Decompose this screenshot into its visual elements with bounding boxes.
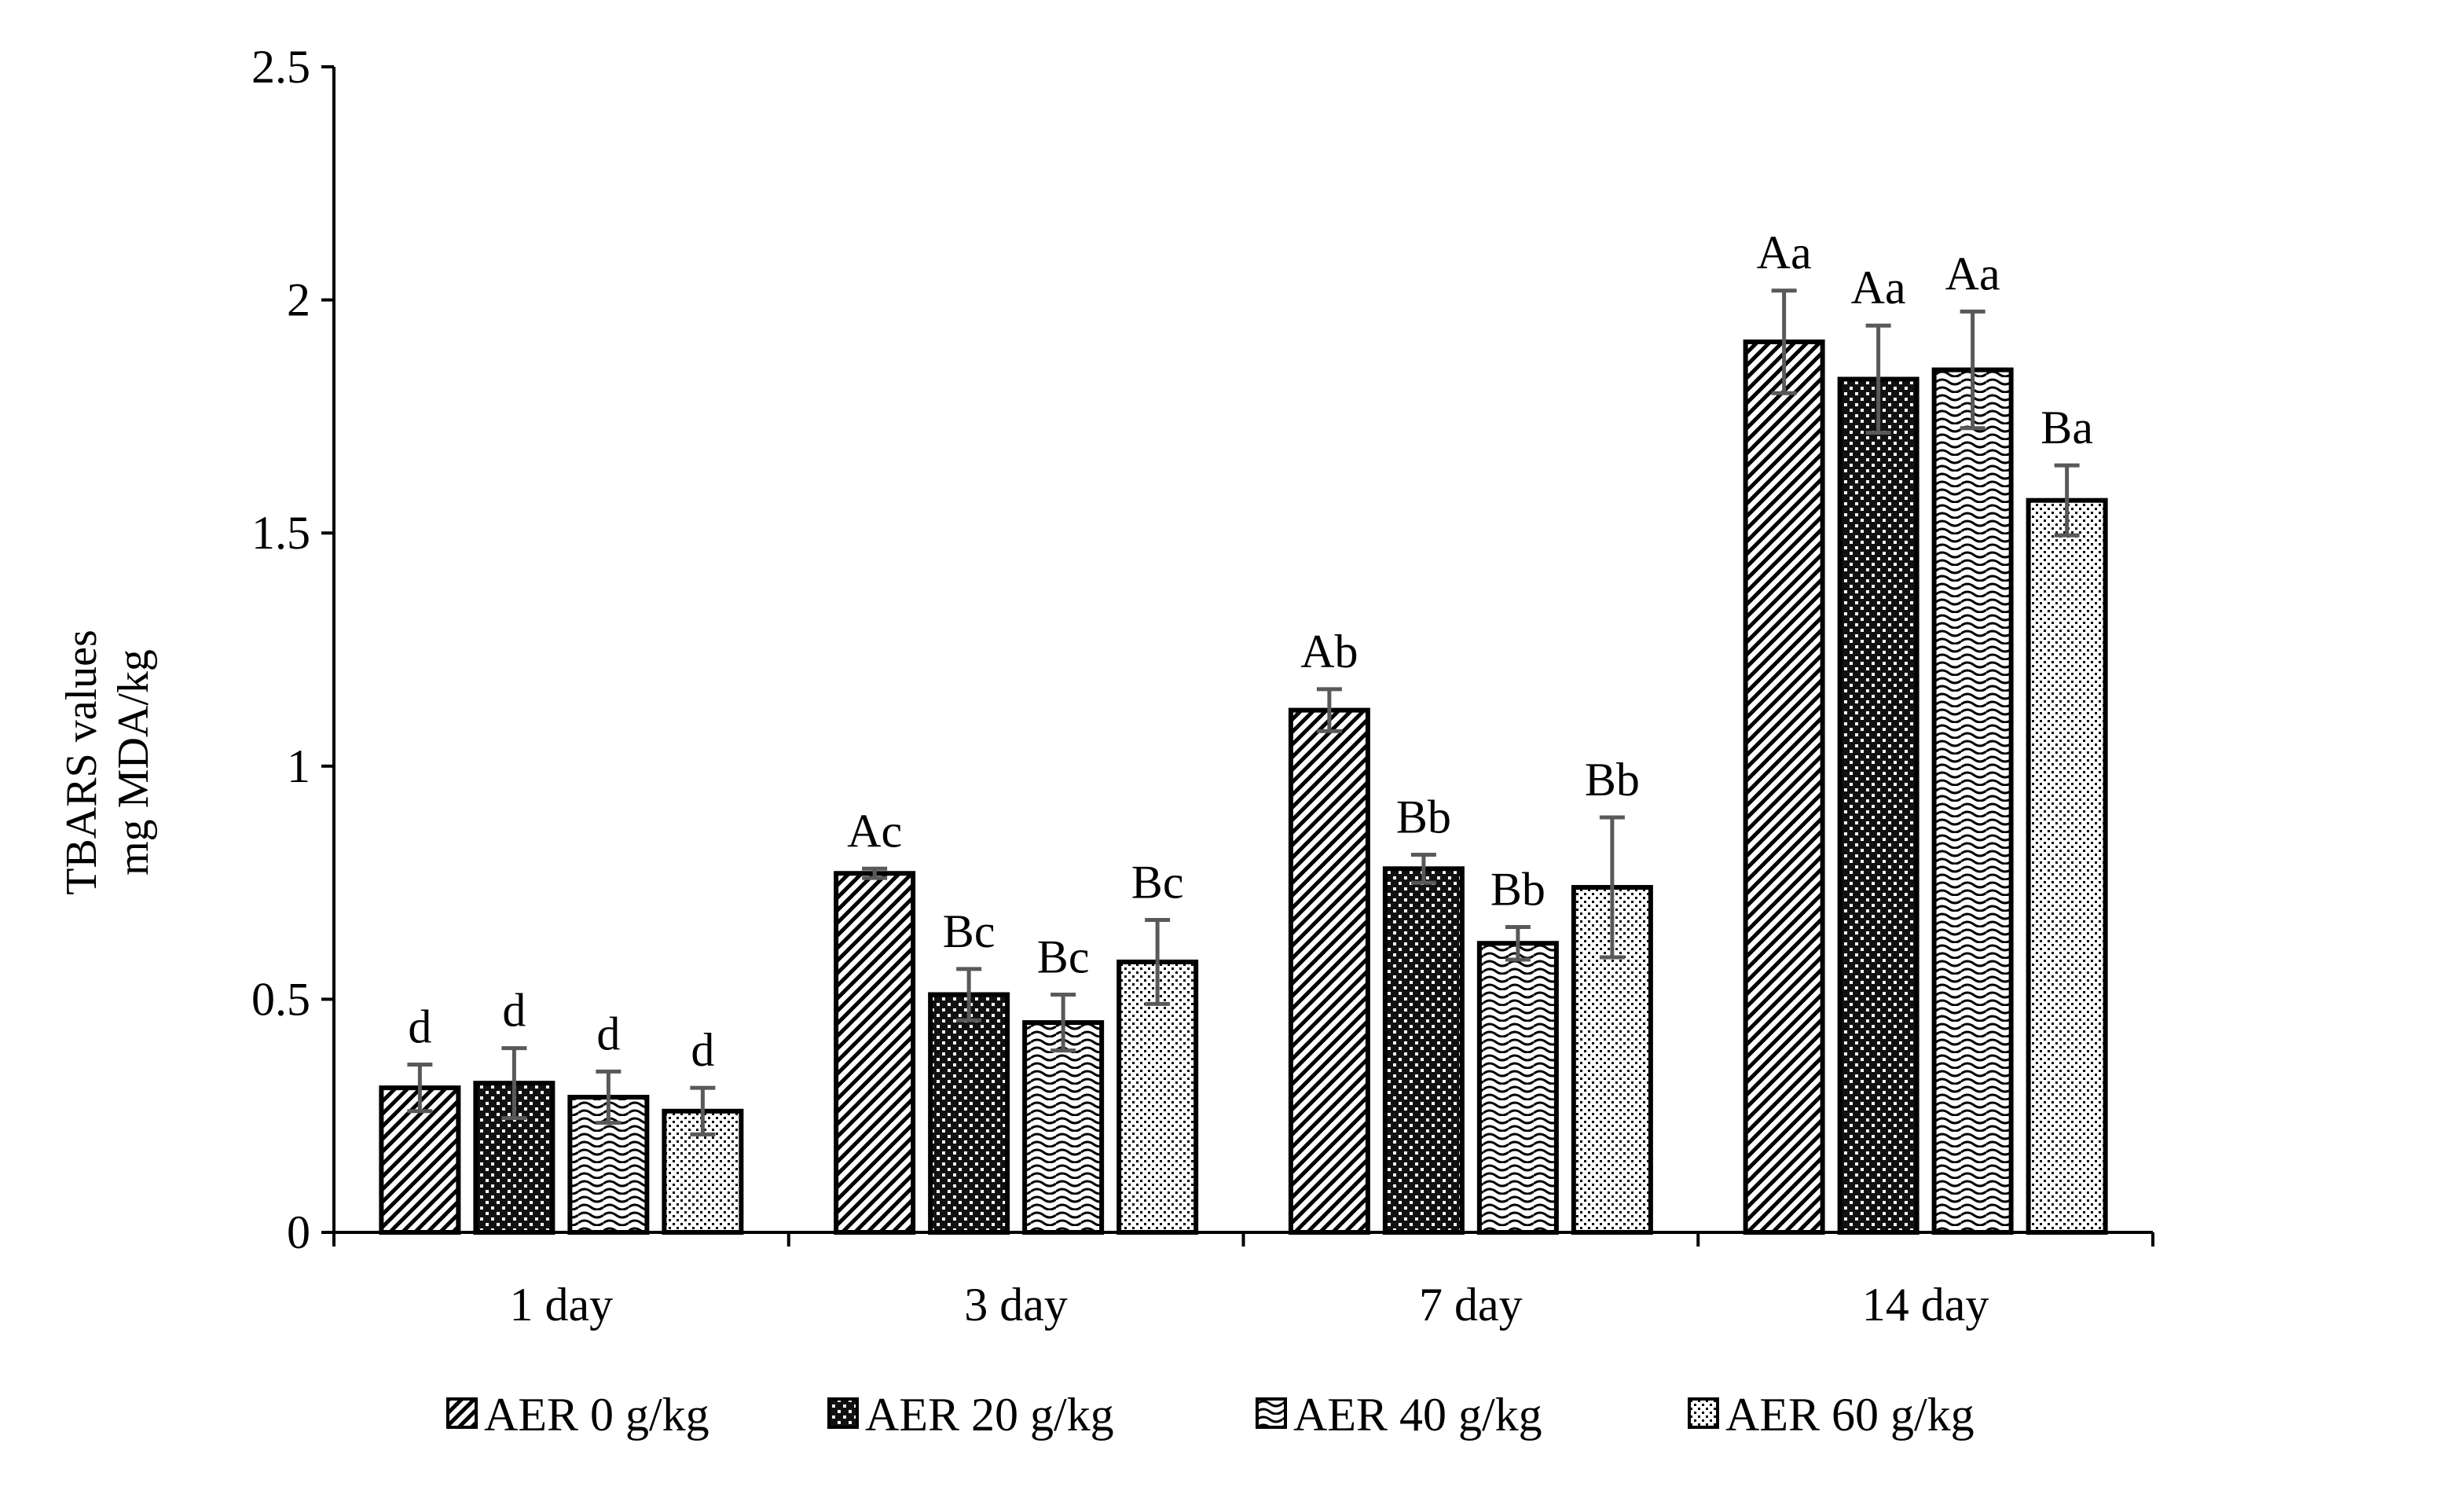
- y-axis-label-line2: mg MDA/kg: [109, 649, 158, 876]
- error-bars: [407, 288, 2080, 1136]
- bar: [834, 871, 916, 1235]
- y-axis-label-line1: TBARS values: [57, 630, 106, 895]
- x-tick-label: 1 day: [510, 1279, 614, 1331]
- bar-significance-label: d: [691, 1024, 714, 1076]
- bar-significance-label: Aa: [1757, 227, 1812, 279]
- y-tick-label: 2: [287, 274, 310, 326]
- legend-swatch: [446, 1397, 478, 1429]
- bar-significance-label: d: [408, 1001, 431, 1052]
- bar-labels: d d d d Ac Bc Bc Bc Ab Bb Bb Bb Aa Aa Aa Ba: [408, 227, 2093, 1076]
- y-tick-label: 0.5: [251, 973, 310, 1025]
- bar: [379, 1085, 461, 1235]
- bar: [1743, 339, 1825, 1235]
- x-tick-label: 7 day: [1419, 1279, 1523, 1331]
- y-tick-label: 2.5: [251, 41, 310, 93]
- bar-significance-label: d: [502, 985, 526, 1037]
- bar: [1022, 1020, 1105, 1235]
- bar-significance-label: Bb: [1490, 863, 1546, 915]
- y-tick-label: 1: [287, 740, 310, 792]
- bar: [1476, 941, 1559, 1235]
- bar-significance-label: Bc: [943, 905, 996, 957]
- y-axis-title: TBARS values mg MDA/kg: [57, 630, 158, 895]
- bars: [379, 339, 2108, 1235]
- legend-swatch: [1688, 1397, 1719, 1429]
- bar-significance-label: Bb: [1585, 754, 1640, 806]
- bar: [1116, 959, 1199, 1235]
- legend-label: AER 20 g/kg: [865, 1389, 1114, 1441]
- bar-significance-label: Aa: [1851, 262, 1906, 314]
- bar-significance-label: Ab: [1300, 626, 1358, 677]
- bar-significance-label: Bb: [1396, 791, 1451, 843]
- bar: [1571, 885, 1653, 1235]
- bar: [1931, 367, 2014, 1235]
- y-tick-label: 0: [287, 1206, 310, 1258]
- y-tick-label: 1.5: [251, 507, 310, 559]
- legend-label: AER 40 g/kg: [1293, 1389, 1542, 1441]
- x-tick-label: 14 day: [1862, 1279, 1989, 1331]
- bar: [1288, 707, 1370, 1235]
- bar-significance-label: Bc: [1037, 931, 1090, 982]
- bar: [1837, 376, 1920, 1235]
- legend-swatch: [827, 1397, 859, 1429]
- y-axis-ticks: 0 0.5 1 1.5 2 2.5: [251, 41, 334, 1258]
- bar-significance-label: Aa: [1945, 248, 2000, 299]
- bar: [1382, 866, 1465, 1235]
- legend-label: AER 60 g/kg: [1725, 1389, 1974, 1441]
- bar-significance-label: Ba: [2040, 402, 2093, 453]
- bar-significance-label: Ac: [847, 805, 902, 857]
- legend-swatch: [1256, 1397, 1287, 1429]
- x-axis-ticks: 1 day 3 day 7 day 14 day: [332, 1232, 2154, 1331]
- bar-significance-label: d: [596, 1008, 620, 1059]
- bar: [2026, 498, 2108, 1235]
- x-tick-label: 3 day: [964, 1279, 1068, 1331]
- bar: [928, 992, 1010, 1235]
- legend: AER 0 g/kg AER 20 g/kg AER 40 g/kg AER 60 g…: [446, 1389, 1974, 1441]
- legend-label: AER 0 g/kg: [484, 1389, 710, 1441]
- bar-significance-label: Bc: [1131, 857, 1184, 909]
